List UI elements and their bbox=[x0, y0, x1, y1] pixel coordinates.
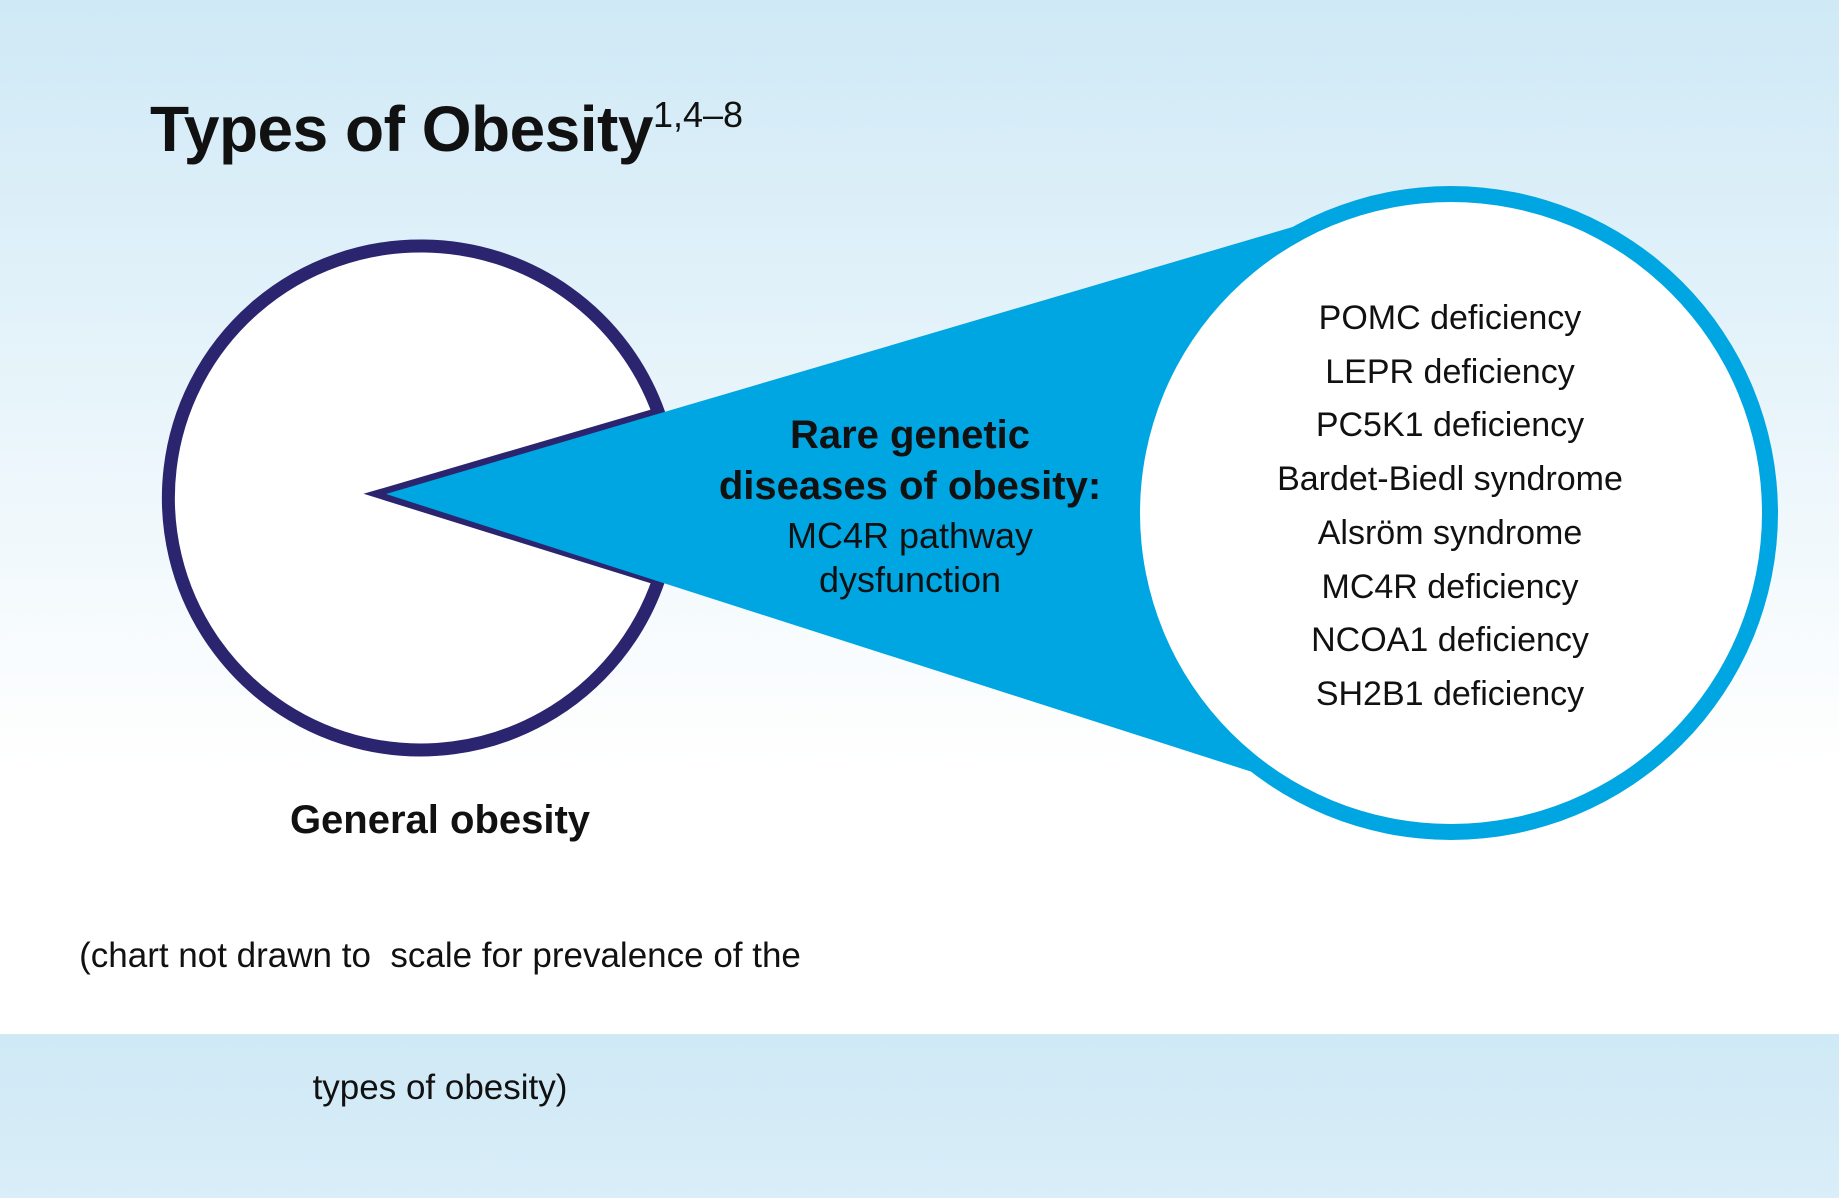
rare-genetic-subtitle-line-1: MC4R pathway bbox=[786, 515, 1034, 556]
condition-list: POMC deficiency LEPR deficiency PC5K1 de… bbox=[1150, 292, 1750, 722]
scale-note-line-1: (chart not drawn to scale for prevalence… bbox=[79, 936, 801, 975]
scale-note: (chart not drawn to scale for prevalence… bbox=[40, 846, 840, 1198]
rare-diseases-circle-inner bbox=[1140, 202, 1762, 824]
condition-item: POMC deficiency bbox=[1318, 299, 1582, 337]
title-text: Types of Obesity bbox=[150, 93, 653, 165]
rare-genetic-subtitle: MC4R pathway dysfunction bbox=[690, 514, 1130, 602]
general-obesity-label: General obesity (chart not drawn to scal… bbox=[40, 794, 840, 1198]
condition-item: SH2B1 deficiency bbox=[1315, 674, 1585, 713]
scale-note-line-2: types of obesity) bbox=[312, 1068, 568, 1107]
condition-item: PC5K1 deficiency bbox=[1315, 406, 1585, 445]
page-title: Types of Obesity1,4–8 bbox=[150, 92, 743, 166]
condition-item: Bardet-Biedl syndrome bbox=[1277, 460, 1623, 499]
general-obesity-title: General obesity bbox=[289, 798, 591, 842]
general-obesity-pie bbox=[161, 239, 668, 757]
condition-item: MC4R deficiency bbox=[1321, 567, 1579, 606]
rare-genetic-wedge bbox=[386, 226, 1296, 786]
rare-genetic-subtitle-line-2: dysfunction bbox=[818, 559, 1002, 600]
rare-genetic-title: Rare genetic diseases of obesity: bbox=[690, 410, 1130, 512]
rare-genetic-title-line-1: Rare genetic bbox=[789, 413, 1031, 457]
condition-item: NCOA1 deficiency bbox=[1311, 621, 1589, 660]
title-references: 1,4–8 bbox=[652, 94, 744, 135]
obesity-diagram bbox=[161, 186, 1778, 840]
rare-genetic-title-line-2: diseases of obesity: bbox=[718, 464, 1102, 508]
condition-item: Alsröm syndrome bbox=[1317, 513, 1583, 552]
rare-genetic-label: Rare genetic diseases of obesity: MC4R p… bbox=[690, 410, 1130, 602]
condition-item: LEPR deficiency bbox=[1325, 352, 1575, 391]
